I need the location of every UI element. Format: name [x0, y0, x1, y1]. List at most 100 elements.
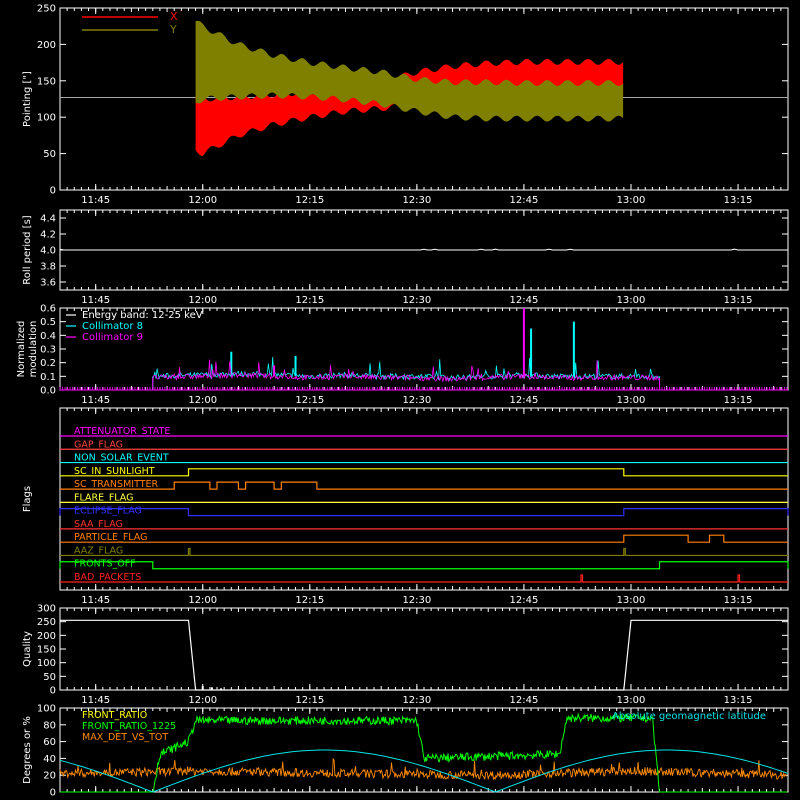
quality-ytick-label: 0: [50, 686, 56, 697]
roll-period-ytick-label: 4.4: [40, 214, 56, 225]
flag-label-aaz-flag: AAZ_FLAG: [74, 545, 123, 556]
flag-line-eclipse-flag: [59, 508, 789, 517]
quality-ytick-label: 100: [37, 658, 56, 669]
flags-xtick-label: 12:00: [188, 595, 217, 606]
ratios-ytick-label: 0: [50, 788, 56, 799]
modulation-ylabel: modulation: [28, 321, 39, 378]
modulation-ytick-label: 0.3: [40, 345, 56, 356]
modulation-ytick-label: 0.6: [40, 304, 56, 315]
roll-period-xtick-label: 13:15: [724, 295, 753, 306]
roll-period-ytick-label: 3.6: [40, 278, 56, 289]
flag-line-sc-in-sunlight: [60, 468, 788, 477]
flag-label-sc-in-sunlight: SC_IN_SUNLIGHT: [74, 466, 155, 477]
flags-xtick-label: 13:00: [617, 595, 646, 606]
pointing-legend-label: Y: [169, 23, 177, 36]
modulation-xtick-label: 12:00: [188, 395, 217, 406]
flags-xtick-label: 12:45: [510, 595, 539, 606]
quality-ytick-label: 50: [43, 672, 56, 683]
flag-label-attenuator-state: ATTENUATOR_STATE: [74, 426, 170, 437]
quality-xtick-label: 12:00: [188, 695, 217, 706]
roll-period-xtick-label: 12:45: [510, 295, 539, 306]
modulation-legend-label: Collimator 8: [82, 321, 143, 332]
pointing-ytick-label: 50: [43, 149, 56, 160]
quality-xtick-label: 13:15: [724, 695, 753, 706]
modulation-xtick-label: 11:45: [81, 395, 110, 406]
modulation-xtick-label: 12:15: [295, 395, 324, 406]
ratios-series-front-ratio: [60, 712, 788, 793]
pointing-series-y: [195, 20, 624, 122]
flag-line-aaz-flag: [60, 547, 788, 557]
roll-period-ytick-label: 4.2: [40, 230, 56, 241]
roll-period-xtick-label: 12:15: [295, 295, 324, 306]
roll-period-xtick-label: 12:00: [188, 295, 217, 306]
roll-period-xtick-label: 11:45: [81, 295, 110, 306]
ratios-series-max-det-vs-tot: [59, 757, 788, 781]
ratios-legend-label: FRONT_RATIO_1225: [82, 721, 176, 732]
roll-period-ytick-label: 3.8: [40, 262, 56, 273]
ratios-legend-label: Absolute geomagnetic latitude: [612, 711, 766, 722]
flag-line-bad-packets: [60, 574, 788, 583]
modulation-xtick-label: 13:00: [617, 395, 646, 406]
pointing-ylabel: Pointing ["]: [22, 71, 33, 127]
ratios-legend-label: MAX_DET_VS_TOT: [82, 732, 168, 743]
flag-line-sc-transmitter: [60, 481, 788, 490]
modulation-xtick-label: 12:30: [402, 395, 431, 406]
flags-xtick-label: 13:15: [724, 595, 753, 606]
ratios-ytick-label: 20: [43, 771, 56, 782]
flag-label-non-solar-event: NON_SOLAR_EVENT: [74, 453, 169, 464]
ratios-legend-label: FRONT_RATIO: [82, 710, 147, 721]
pointing-series-x: [195, 59, 624, 156]
flag-label-eclipse-flag: ECLIPSE_FLAG: [74, 506, 142, 517]
pointing-xtick-label: 12:00: [188, 195, 217, 206]
ratios-panel: [59, 707, 789, 793]
modulation-panel: [59, 307, 789, 391]
modulation-ytick-label: 0.0: [40, 386, 56, 397]
quality-ytick-label: 200: [37, 631, 56, 642]
modulation-xtick-label: 13:15: [724, 395, 753, 406]
pointing-ytick-label: 200: [37, 40, 56, 51]
flag-label-particle-flag: PARTICLE_FLAG: [74, 532, 147, 543]
pointing-xtick-label: 13:00: [617, 195, 646, 206]
quality-ytick-label: 250: [37, 617, 56, 628]
roll-period-panel: [59, 209, 789, 291]
quality-xtick-label: 12:30: [402, 695, 431, 706]
modulation-legend-label: Collimator 9: [82, 332, 143, 343]
ratios-ylabel: Degrees or %: [22, 716, 33, 784]
modulation-ytick-label: 0.1: [40, 372, 56, 383]
pointing-xtick-label: 12:15: [295, 195, 324, 206]
roll-period-xtick-label: 13:00: [617, 295, 646, 306]
quality-xtick-label: 11:45: [81, 695, 110, 706]
flag-line-fronts-off: [59, 561, 789, 570]
quality-xtick-label: 12:45: [510, 695, 539, 706]
flag-label-fronts-off: FRONTS_OFF: [74, 559, 136, 570]
pointing-legend-label: X: [170, 10, 178, 23]
flag-label-bad-packets: BAD_PACKETS: [74, 572, 141, 583]
ratios-ytick-label: 100: [37, 704, 56, 715]
flags-xtick-label: 11:45: [81, 595, 110, 606]
modulation-ytick-label: 0.5: [40, 317, 56, 328]
quality-xtick-label: 13:00: [617, 695, 646, 706]
roll-period-xtick-label: 12:30: [402, 295, 431, 306]
pointing-xtick-label: 12:45: [510, 195, 539, 206]
pointing-xtick-label: 12:30: [402, 195, 431, 206]
flag-label-saa-flag: SAA_FLAG: [74, 519, 123, 530]
modulation-ytick-label: 0.4: [40, 331, 56, 342]
pointing-ytick-label: 250: [37, 4, 56, 15]
modulation-xtick-label: 12:45: [510, 395, 539, 406]
ratios-ytick-label: 40: [43, 754, 56, 765]
flags-ylabel: Flags: [22, 486, 33, 512]
flag-label-gap-flag: GAP_FLAG: [74, 439, 123, 450]
pointing-ytick-label: 150: [37, 76, 56, 87]
modulation-ylabel: Normalized: [16, 321, 27, 378]
quality-xtick-label: 12:15: [295, 695, 324, 706]
modulation-ytick-label: 0.2: [40, 358, 56, 369]
flag-label-flare-flag: FLARE_FLAG: [74, 492, 134, 503]
flag-label-sc-transmitter: SC_TRANSMITTER: [74, 479, 159, 490]
quality-ylabel: Quality: [22, 631, 33, 667]
ratios-ytick-label: 80: [43, 720, 56, 731]
roll-period-ylabel: Roll period [s]: [22, 215, 33, 284]
ratios-ytick-label: 60: [43, 737, 56, 748]
pointing-xtick-label: 11:45: [81, 195, 110, 206]
quality-ytick-label: 150: [37, 645, 56, 656]
roll-period-line: [59, 248, 788, 251]
